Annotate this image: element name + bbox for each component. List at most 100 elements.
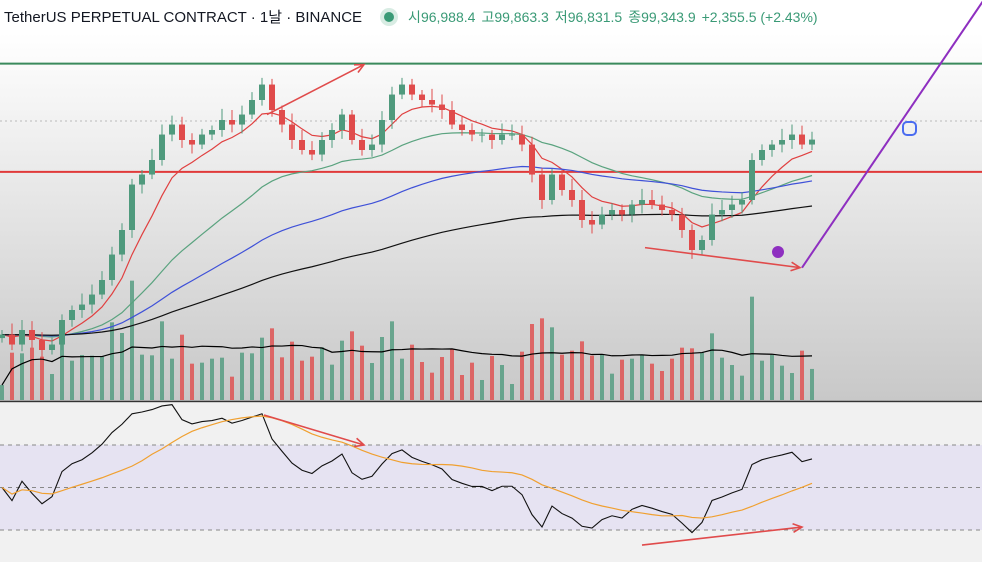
volume-bar bbox=[220, 357, 224, 400]
candle-body bbox=[529, 144, 535, 175]
candle-body bbox=[389, 94, 395, 120]
candle-body bbox=[589, 220, 595, 225]
high-number: 99,863.3 bbox=[494, 8, 549, 25]
volume-bar bbox=[540, 318, 544, 400]
candle-body bbox=[749, 160, 755, 200]
candle-body bbox=[789, 134, 795, 140]
candle-body bbox=[139, 174, 145, 185]
volume-bar bbox=[110, 322, 114, 400]
candle-body bbox=[149, 160, 155, 175]
low-value: 저96,831.5 bbox=[555, 7, 622, 27]
volume-bar bbox=[460, 375, 464, 400]
alert-clock-icon bbox=[772, 246, 784, 258]
candle-body bbox=[359, 140, 365, 150]
volume-bar bbox=[500, 365, 504, 400]
volume-bar bbox=[470, 362, 474, 400]
candle-body bbox=[229, 120, 235, 125]
volume-bar bbox=[600, 354, 604, 400]
volume-bar bbox=[530, 324, 534, 400]
candle-body bbox=[349, 114, 355, 140]
candle-body bbox=[99, 280, 105, 295]
candle-body bbox=[259, 84, 265, 100]
volume-bar bbox=[180, 334, 184, 400]
candle-body bbox=[0, 334, 5, 339]
candle-body bbox=[759, 150, 765, 160]
candle-body bbox=[659, 204, 665, 210]
volume-bar bbox=[680, 347, 684, 400]
volume-bar bbox=[590, 355, 594, 400]
volume-bar bbox=[420, 362, 424, 400]
volume-bar bbox=[380, 337, 384, 400]
candle-body bbox=[69, 310, 75, 320]
rsi-divergence-arrow bbox=[263, 414, 365, 446]
volume-bar bbox=[170, 358, 174, 400]
candle-body bbox=[669, 210, 675, 215]
volume-bar bbox=[710, 333, 714, 400]
volume-bar bbox=[660, 371, 664, 400]
volume-bar bbox=[360, 345, 364, 400]
volume-bar bbox=[520, 351, 524, 400]
volume-bar bbox=[330, 364, 334, 400]
candle-body bbox=[629, 204, 635, 215]
volume-bar bbox=[270, 328, 274, 400]
candle-body bbox=[689, 230, 695, 250]
volume-bar bbox=[650, 363, 654, 400]
volume-bar bbox=[780, 365, 784, 400]
candle-body bbox=[159, 134, 165, 160]
candle-body bbox=[339, 114, 345, 130]
volume-bar bbox=[210, 358, 214, 400]
rsi-line bbox=[1, 404, 813, 534]
candle-body bbox=[39, 340, 45, 350]
candle-body bbox=[709, 214, 715, 240]
candle-body bbox=[419, 94, 425, 100]
volume-bar bbox=[760, 360, 764, 400]
divergence-arrow bbox=[266, 63, 365, 116]
candle-body bbox=[489, 134, 495, 140]
volume-bar bbox=[510, 384, 514, 400]
candle-body bbox=[639, 200, 645, 205]
volume-bar bbox=[560, 354, 564, 400]
volume-bar bbox=[300, 360, 304, 400]
candle-body bbox=[209, 130, 215, 135]
volume-bar bbox=[800, 350, 804, 400]
candle-body bbox=[279, 110, 285, 125]
candle-body bbox=[399, 84, 405, 95]
volume-bar bbox=[280, 357, 284, 400]
candle-body bbox=[409, 84, 415, 95]
candle-body bbox=[609, 210, 615, 215]
candle-body bbox=[59, 320, 65, 345]
volume-bar bbox=[440, 357, 444, 400]
volume-bar bbox=[60, 325, 64, 400]
volume-bar bbox=[720, 357, 724, 400]
candle-body bbox=[499, 134, 505, 140]
volume-bar bbox=[50, 374, 54, 400]
change-value: +2,355.5 (+2.43%) bbox=[701, 8, 818, 25]
volume-bar bbox=[150, 355, 154, 400]
candle-body bbox=[199, 134, 205, 145]
candle-body bbox=[9, 334, 15, 345]
volume-bar bbox=[90, 355, 94, 400]
volume-bar bbox=[750, 296, 754, 400]
volume-bar bbox=[120, 333, 124, 400]
volume-bar bbox=[430, 372, 434, 400]
candle-body bbox=[189, 140, 195, 145]
candle-body bbox=[769, 144, 775, 150]
candle-body bbox=[169, 124, 175, 135]
candle-body bbox=[249, 100, 255, 115]
candle-body bbox=[379, 120, 385, 145]
volume-bar bbox=[340, 340, 344, 400]
volume-bar bbox=[670, 358, 674, 400]
candle-body bbox=[509, 134, 515, 136]
symbol-title[interactable]: TetherUS PERPETUAL CONTRACT · 1날 · BINAN… bbox=[4, 9, 363, 26]
divergence-arrow-head bbox=[790, 261, 802, 272]
volume-bar bbox=[230, 376, 234, 400]
candle-body bbox=[809, 139, 815, 145]
volume-bar bbox=[100, 356, 104, 400]
volume-bar bbox=[690, 348, 694, 400]
volume-bar bbox=[370, 363, 374, 400]
candle-body bbox=[779, 140, 785, 145]
close-number: 99,343.9 bbox=[641, 8, 696, 25]
volume-ma-line bbox=[1, 344, 813, 386]
volume-bar bbox=[410, 344, 414, 400]
